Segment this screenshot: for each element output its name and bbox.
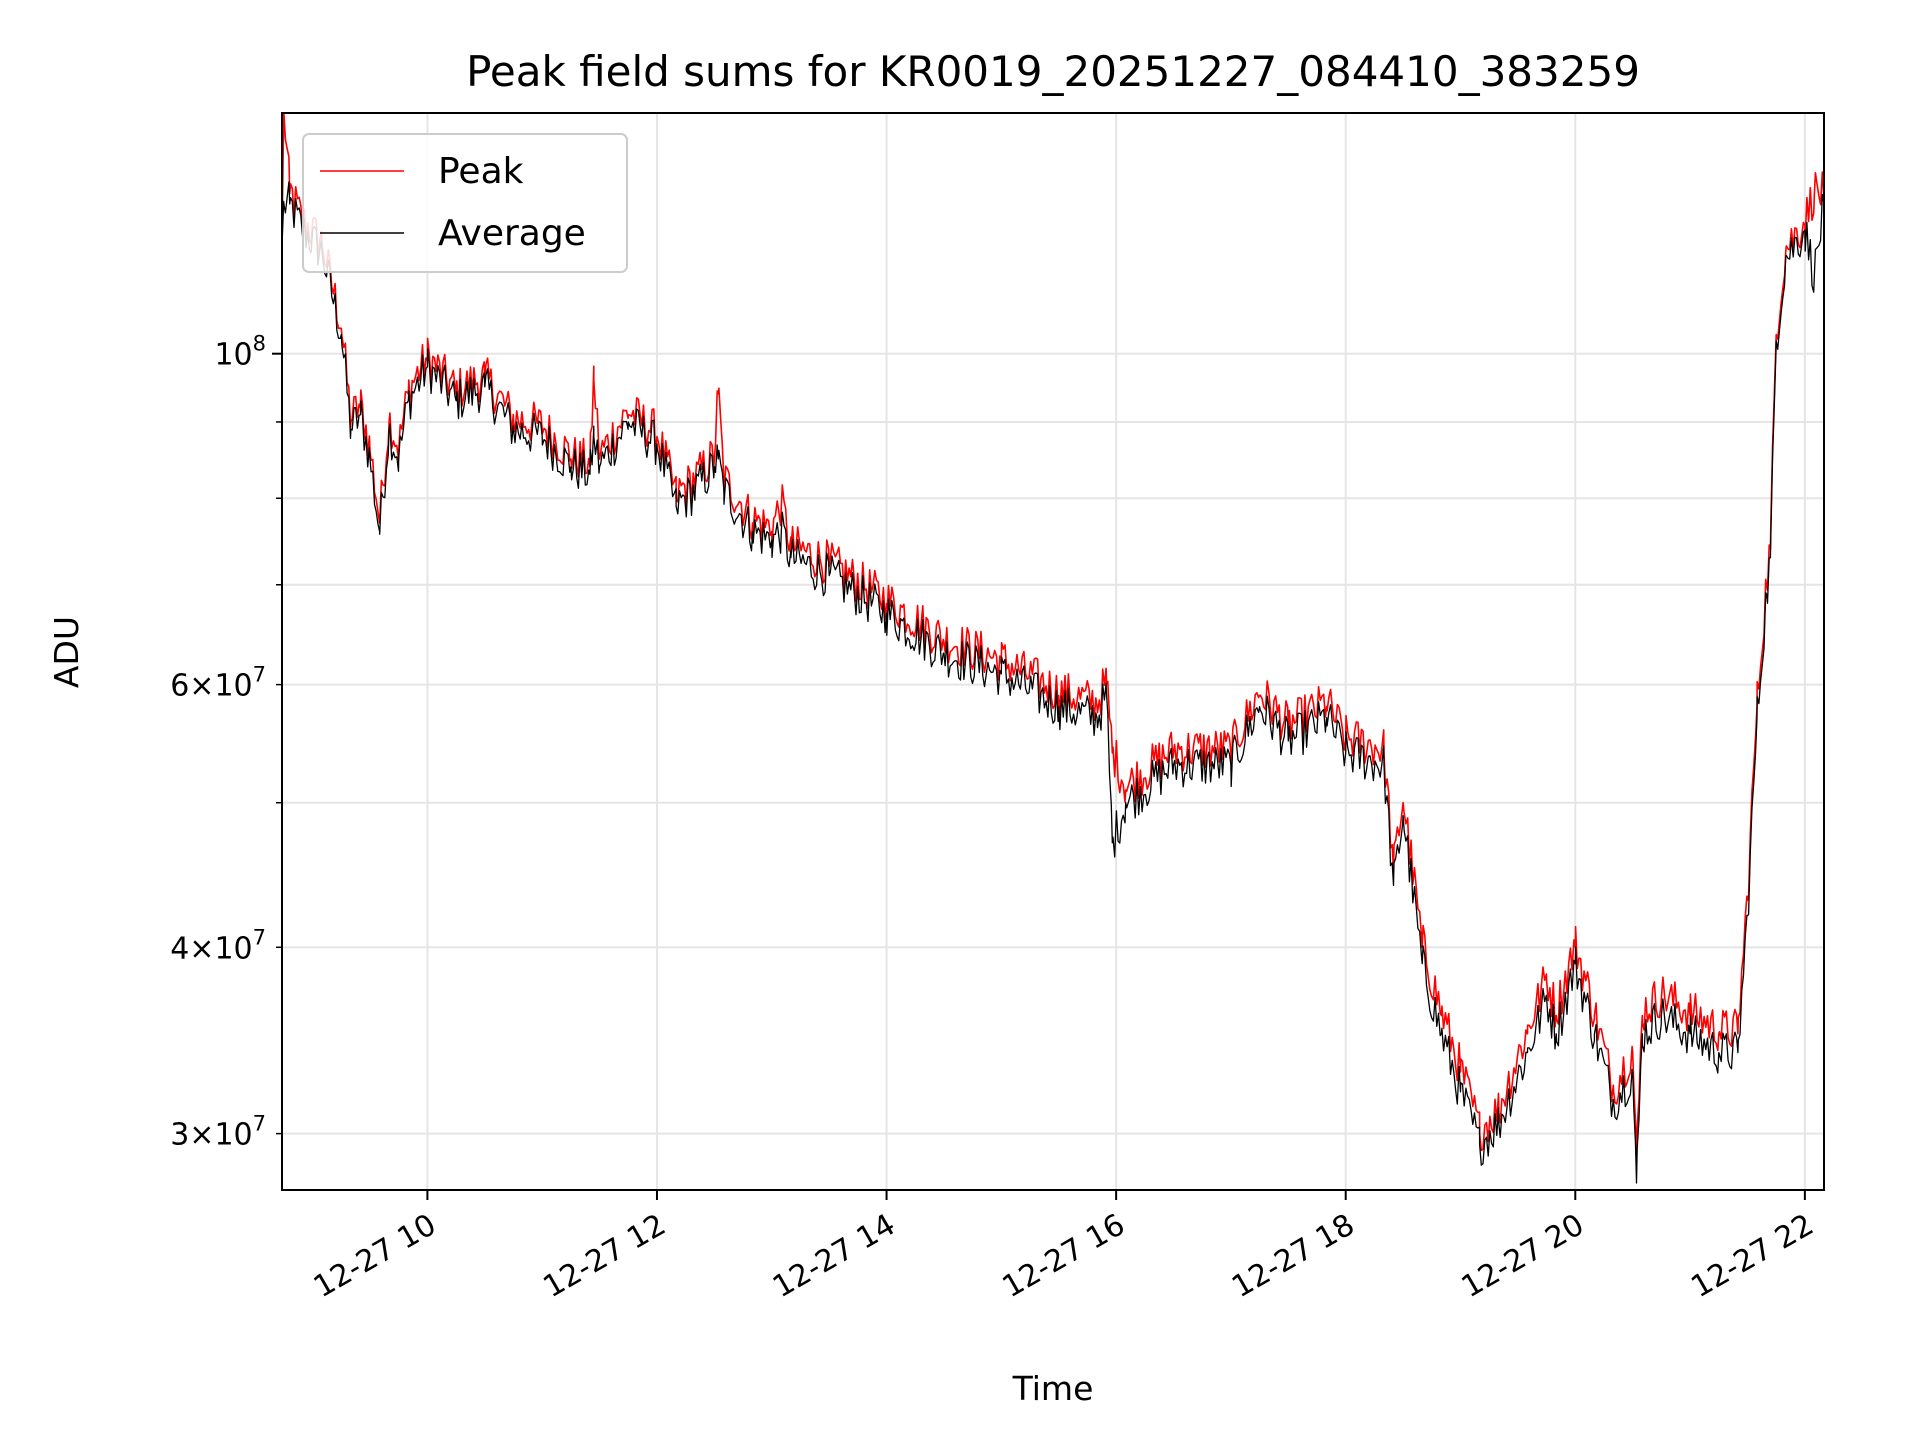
y-axis: 108 3×107 4×107 6×107 xyxy=(170,332,282,1153)
grid-lines xyxy=(282,113,1824,1190)
legend: Peak Average xyxy=(302,133,628,273)
series-layer xyxy=(282,113,1824,1184)
y-axis-label: ADU xyxy=(47,616,86,688)
chart-title: Peak field sums for KR0019_20251227_0844… xyxy=(466,47,1640,96)
legend-label-average: Average xyxy=(438,213,586,254)
y-tick-label: 6×107 xyxy=(170,663,266,704)
legend-label-peak: Peak xyxy=(438,151,524,192)
series-line-average xyxy=(282,181,1824,1184)
y-tick-label: 4×107 xyxy=(170,925,266,966)
legend-box xyxy=(302,133,628,273)
x-axis-label: Time xyxy=(1012,1369,1094,1408)
series-line-peak xyxy=(282,113,1824,1168)
plot-frame xyxy=(281,112,1825,1191)
y-tick-label: 3×107 xyxy=(170,1112,266,1153)
y-tick-label: 108 xyxy=(214,332,266,373)
